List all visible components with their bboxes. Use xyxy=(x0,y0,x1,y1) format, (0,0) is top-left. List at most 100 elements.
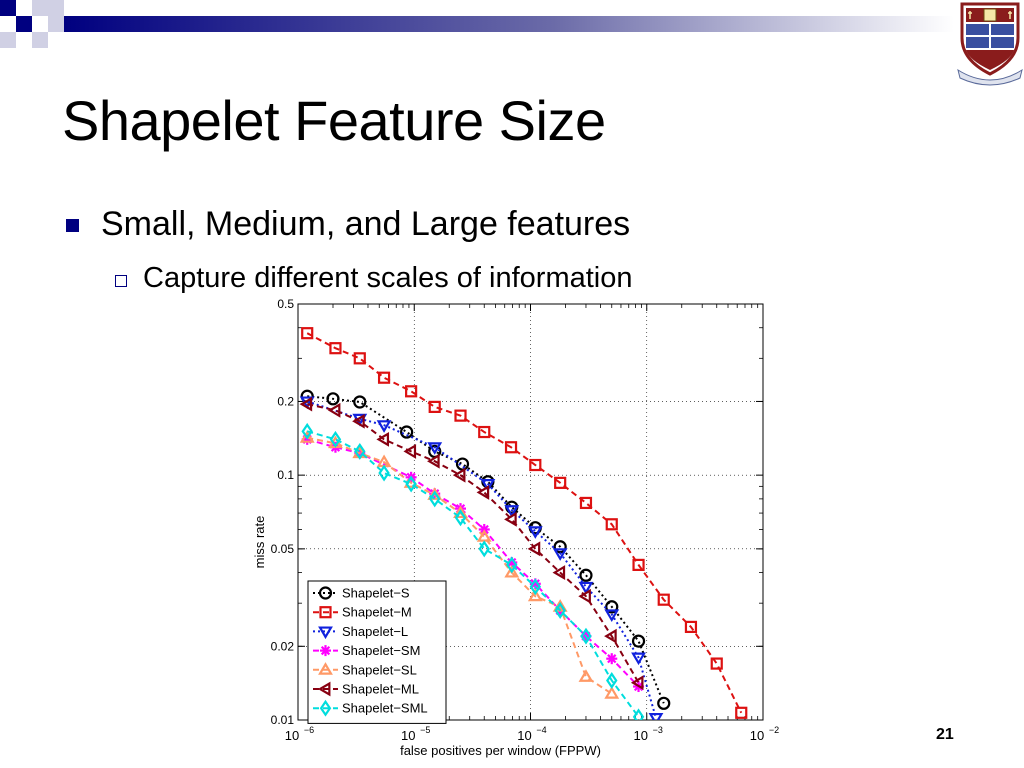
data-point xyxy=(684,620,698,634)
y-tick-label: 0.2 xyxy=(277,394,294,408)
data-point xyxy=(454,409,467,422)
data-point xyxy=(378,464,390,482)
x-tick-exponent: −5 xyxy=(420,725,430,735)
university-crest-icon xyxy=(957,2,1023,86)
data-point xyxy=(327,402,341,418)
data-point xyxy=(605,600,619,614)
legend-marker xyxy=(318,586,333,600)
series-line xyxy=(306,430,640,718)
header-square xyxy=(32,32,48,48)
x-tick-exponent: −6 xyxy=(304,725,314,735)
data-point xyxy=(632,558,645,571)
bullet-text: Capture different scales of information xyxy=(143,262,633,294)
data-point xyxy=(604,609,620,623)
data-point xyxy=(376,431,390,447)
data-point xyxy=(353,352,366,365)
legend-label: Shapelet−M xyxy=(342,605,412,620)
x-tick-label: 10 xyxy=(401,728,415,743)
data-point xyxy=(478,425,491,439)
data-point xyxy=(403,443,417,459)
legend-marker xyxy=(318,662,333,675)
series-line xyxy=(307,395,665,704)
data-point xyxy=(329,430,342,448)
data-point xyxy=(329,342,342,355)
data-point xyxy=(632,708,645,720)
data-point xyxy=(326,392,340,406)
data-point xyxy=(710,657,723,670)
legend-marker xyxy=(317,681,331,697)
data-point xyxy=(504,505,520,518)
series-1 xyxy=(301,327,748,719)
data-point xyxy=(455,457,470,471)
data-point xyxy=(504,441,518,454)
legend-label: Shapelet−SM xyxy=(342,643,420,658)
data-point xyxy=(527,588,543,602)
header-square xyxy=(16,16,32,32)
data-point xyxy=(606,672,618,689)
data-point xyxy=(552,548,568,561)
data-point xyxy=(353,395,367,409)
data-point xyxy=(453,505,468,519)
x-tick-exponent: −2 xyxy=(769,725,779,735)
x-tick-label: 10 xyxy=(517,728,531,743)
hollow-square-bullet-icon xyxy=(115,274,127,287)
x-tick-label: 10 xyxy=(750,728,764,743)
bullet-level-2: Capture different scales of information xyxy=(115,262,633,295)
slide-title: Shapelet Feature Size xyxy=(62,89,606,152)
legend-label: Shapelet−L xyxy=(342,624,408,639)
data-point xyxy=(428,400,441,413)
data-point xyxy=(427,453,440,469)
data-point xyxy=(504,564,520,578)
y-tick-label: 0.02 xyxy=(271,639,295,653)
legend-entry: Shapelet−SML xyxy=(313,699,428,717)
data-point xyxy=(400,425,414,439)
data-point xyxy=(578,588,591,604)
miss-rate-chart: 10 −6 10 −5 10 −4 10 −3 10 −2 0.01 0.02 0.05 0.1 0.2 0.… xyxy=(252,297,779,758)
header-square xyxy=(0,0,16,16)
y-tick-label: 0.01 xyxy=(271,713,295,727)
data-point xyxy=(299,430,315,443)
data-point xyxy=(529,458,542,472)
legend-box xyxy=(307,580,447,724)
data-point xyxy=(354,442,366,460)
data-point xyxy=(405,385,418,398)
bullet-level-1: Small, Medium, and Large features xyxy=(66,205,630,244)
header-square xyxy=(0,32,16,48)
data-point xyxy=(631,652,646,666)
data-point xyxy=(579,568,593,582)
data-point xyxy=(476,485,490,500)
slide-number: 21 xyxy=(936,726,954,743)
legend-label: Shapelet−SL xyxy=(342,662,417,677)
legend-entry: Shapelet−L xyxy=(313,624,408,640)
data-point xyxy=(735,706,748,719)
data-point xyxy=(504,511,517,527)
square-bullet-icon xyxy=(66,219,79,232)
data-point xyxy=(553,540,567,554)
legend-marker xyxy=(319,699,332,717)
header-gradient-bar xyxy=(64,16,954,32)
header-square xyxy=(48,0,64,16)
x-tick-label: 10 xyxy=(634,728,648,743)
data-point xyxy=(527,541,541,557)
y-tick-label: 0.1 xyxy=(277,468,294,482)
x-tick-exponent: −3 xyxy=(653,725,663,735)
x-axis-label: false positives per window (FPPW) xyxy=(400,743,601,758)
legend-label: Shapelet−SML xyxy=(342,701,428,716)
series-group xyxy=(299,327,748,720)
header-square xyxy=(48,16,64,32)
data-point xyxy=(299,396,313,412)
data-point xyxy=(578,669,594,682)
x-tick-label: 10 xyxy=(285,728,299,743)
data-point xyxy=(552,565,566,581)
legend-marker xyxy=(318,626,333,640)
data-point xyxy=(301,327,314,340)
legend-entry: Shapelet−ML xyxy=(313,682,419,697)
series-6 xyxy=(301,422,645,720)
data-point xyxy=(554,602,566,619)
data-point xyxy=(301,422,313,440)
data-point xyxy=(579,496,593,510)
chart-legend: Shapelet−S Shapelet−M Shapelet−L Shapelet−S… xyxy=(307,580,447,724)
data-point xyxy=(630,675,644,691)
data-point xyxy=(478,540,490,558)
legend-label: Shapelet−S xyxy=(342,586,410,601)
